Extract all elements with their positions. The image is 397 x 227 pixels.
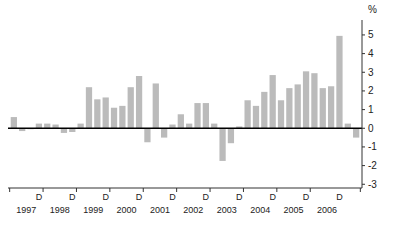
y-tick — [362, 34, 365, 35]
x-axis-line — [8, 188, 362, 189]
bar — [194, 103, 200, 128]
y-tick-label: -2 — [368, 160, 377, 171]
x-tick-label: D — [236, 192, 243, 202]
y-tick-label: 4 — [368, 48, 374, 59]
y-tick-label: 3 — [368, 67, 374, 78]
y-axis-label: % — [368, 4, 377, 15]
x-tick-label: D — [269, 192, 276, 202]
y-tick — [362, 128, 365, 129]
group-tick — [109, 188, 110, 192]
year-label: 1999 — [83, 205, 103, 215]
bar — [328, 86, 334, 128]
bar — [103, 97, 109, 128]
bar — [303, 71, 309, 128]
bar — [253, 106, 259, 128]
year-label: 2003 — [217, 205, 237, 215]
y-tick — [362, 146, 365, 147]
group-tick — [210, 188, 211, 192]
year-label: 2005 — [284, 205, 304, 215]
group-tick — [76, 188, 77, 192]
year-label: 2000 — [117, 205, 137, 215]
group-tick — [143, 188, 144, 192]
bar — [178, 114, 184, 128]
group-tick — [43, 188, 44, 192]
group-tick — [360, 188, 361, 192]
y-tick — [362, 90, 365, 91]
bar — [244, 100, 250, 128]
y-tick-label: 0 — [368, 123, 374, 134]
y-tick — [362, 165, 365, 166]
bar — [261, 92, 267, 128]
bar — [144, 128, 150, 142]
y-tick — [362, 109, 365, 110]
bar — [94, 99, 100, 128]
group-tick — [276, 188, 277, 192]
bars — [11, 36, 360, 161]
bar — [153, 83, 159, 128]
x-tick-label: D — [303, 192, 310, 202]
bar — [295, 84, 301, 128]
bar — [111, 108, 117, 129]
bar — [286, 88, 292, 128]
group-tick — [9, 188, 10, 192]
bar — [353, 128, 359, 137]
bar — [161, 128, 167, 137]
y-tick-label: 5 — [368, 29, 374, 40]
bar — [320, 88, 326, 128]
bar — [219, 128, 225, 161]
bar — [278, 100, 284, 128]
x-tick-label: D — [336, 192, 343, 202]
year-label: 1998 — [50, 205, 70, 215]
y-tick-label: 2 — [368, 85, 374, 96]
x-tick-label: D — [102, 192, 109, 202]
bar — [86, 87, 92, 128]
x-tick-label: D — [36, 192, 43, 202]
bar — [128, 87, 134, 128]
bar — [336, 36, 342, 128]
y-tick — [362, 184, 365, 185]
bar — [270, 75, 276, 128]
y-tick — [362, 72, 365, 73]
x-tick-label: D — [169, 192, 176, 202]
group-tick — [243, 188, 244, 192]
bar — [119, 106, 125, 128]
bar — [136, 76, 142, 128]
year-label: 2004 — [250, 205, 270, 215]
year-label: 1997 — [16, 205, 36, 215]
chart: -3-2-1012345%DDDDDDDDDD19971998199920002… — [0, 0, 397, 227]
x-tick-label: D — [203, 192, 210, 202]
bar — [203, 103, 209, 128]
year-label: 2001 — [150, 205, 170, 215]
y-tick-label: -1 — [368, 141, 377, 152]
year-label: 2002 — [183, 205, 203, 215]
x-tick-label: D — [136, 192, 143, 202]
zero-line — [8, 128, 362, 130]
y-tick-label: -3 — [368, 179, 377, 190]
bar — [228, 128, 234, 143]
y-axis-line — [362, 20, 363, 188]
y-tick-label: 1 — [368, 104, 374, 115]
bar — [11, 117, 17, 128]
bar — [311, 73, 317, 128]
x-tick-label: D — [69, 192, 76, 202]
year-label: 2006 — [317, 205, 337, 215]
group-tick — [176, 188, 177, 192]
y-tick — [362, 53, 365, 54]
group-tick — [310, 188, 311, 192]
